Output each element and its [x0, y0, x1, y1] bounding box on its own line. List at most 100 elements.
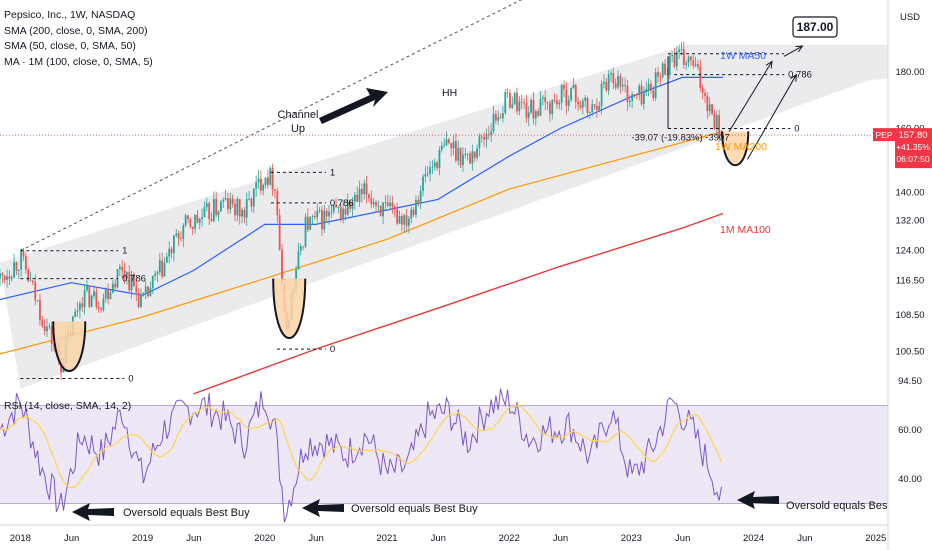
candle-body: [118, 266, 121, 270]
candle-up: [220, 200, 222, 213]
candle-body: [361, 188, 363, 195]
candle-body: [509, 93, 511, 108]
candle-down: [635, 92, 638, 100]
candle-body: [191, 226, 194, 229]
candle-up: [567, 95, 570, 112]
candle-down: [563, 80, 565, 97]
candle-body: [704, 92, 706, 96]
candle-body: [121, 266, 124, 271]
candle-up: [175, 228, 178, 238]
candle-body: [318, 210, 321, 211]
price-badge-countdown: 06:07:50: [896, 154, 929, 164]
candle-up: [647, 78, 650, 97]
candle-up: [603, 74, 605, 89]
legend-ma100[interactable]: MA · 1M (100, close, 0, SMA, 5): [4, 55, 153, 68]
candle-body: [165, 256, 168, 263]
candle-up: [351, 197, 354, 217]
candle-up: [610, 69, 612, 83]
candle-body: [83, 290, 86, 308]
candle-down: [577, 96, 580, 112]
candle-up: [76, 301, 79, 317]
candle-up: [158, 252, 161, 276]
candle-body: [102, 298, 105, 310]
rsi-legend[interactable]: RSI (14, close, SMA, 14, 2): [4, 400, 132, 412]
candle-up: [144, 280, 147, 299]
candle-body: [267, 177, 269, 185]
oversold-label-2: Oversold equals Best Buy: [351, 503, 478, 515]
candle-up: [304, 212, 307, 249]
candle-down: [325, 208, 328, 223]
candle-body: [633, 94, 636, 96]
candle-up: [358, 180, 361, 207]
candle-body: [675, 51, 678, 67]
candle-up: [332, 203, 335, 214]
candle-body: [151, 275, 154, 288]
candle-body: [321, 210, 323, 230]
candle-body: [50, 326, 53, 344]
candle-body: [558, 102, 561, 105]
candle-body: [433, 162, 436, 167]
candle-down: [259, 170, 262, 195]
candle-body: [584, 97, 587, 101]
candle-body: [154, 273, 157, 276]
bottom-2020-outline: [272, 278, 307, 340]
candle-down: [516, 87, 518, 115]
candle-body: [126, 272, 128, 279]
candle-up: [572, 78, 575, 90]
candle-up: [48, 323, 51, 330]
candle-body: [438, 149, 441, 169]
candle-body: [523, 102, 525, 104]
candle-up: [36, 299, 39, 303]
fib-2020-one-label: 1: [330, 167, 335, 178]
candle-down: [405, 208, 408, 233]
candle-body: [304, 216, 307, 247]
candle-body: [142, 292, 145, 296]
candle-body: [187, 215, 189, 219]
bottom-2018-fill: [53, 321, 86, 372]
candle-up: [440, 141, 443, 153]
candle-body: [34, 282, 37, 301]
candle-body: [325, 210, 328, 217]
candle-body: [499, 117, 502, 119]
candle-down: [553, 93, 556, 104]
legend-sma50[interactable]: SMA (50, close, 0, SMA, 50): [4, 40, 136, 52]
candle-down: [137, 287, 140, 309]
candle-body: [694, 64, 697, 66]
candle-body: [650, 83, 652, 91]
candle-body: [565, 89, 568, 106]
candle-body: [525, 103, 528, 118]
candle-down: [614, 78, 617, 91]
candle-down: [250, 197, 253, 212]
candle-body: [1, 273, 4, 276]
candle-body: [74, 311, 77, 317]
candle-down: [499, 113, 502, 119]
projection-arrow-b-shaft: [747, 74, 797, 160]
candle-body: [664, 63, 666, 75]
candle-body: [177, 233, 180, 239]
candle-up: [6, 269, 8, 288]
candle-body: [10, 277, 13, 279]
candle-body: [234, 203, 236, 216]
candle-up: [530, 97, 533, 115]
candle-up: [13, 253, 16, 279]
candle-body: [215, 199, 218, 216]
channel-label-1: Channel: [278, 109, 319, 121]
candle-down: [384, 195, 387, 210]
candle-body: [443, 145, 446, 147]
candle-body: [699, 67, 702, 88]
candle-down: [523, 98, 525, 109]
fib-2023-786-label: 0.786: [788, 70, 812, 81]
candle-down: [713, 109, 716, 130]
candle-down: [356, 186, 359, 203]
candle-down: [15, 261, 18, 276]
candle-up: [142, 292, 145, 297]
price-badge: [895, 128, 932, 169]
candle-up: [708, 97, 711, 117]
candle-down: [344, 205, 347, 221]
candle-body: [81, 303, 84, 308]
legend-sma200[interactable]: SMA (200, close, 0, SMA, 200): [4, 24, 148, 37]
candle-body: [194, 214, 196, 229]
candle-up: [86, 279, 88, 293]
candle-body: [570, 88, 572, 101]
candle-body: [692, 60, 695, 66]
